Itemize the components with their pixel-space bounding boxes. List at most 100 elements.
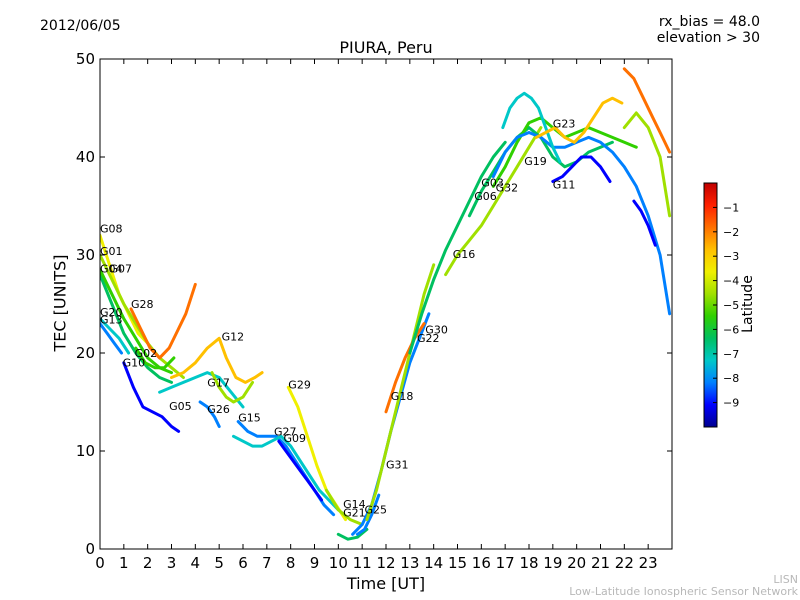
x-tick-label: 3 [167,554,177,572]
series-line-g23 [534,96,624,144]
series-label-g02: G02 [135,347,158,360]
x-tick-label: 2 [143,554,153,572]
series-line-g20 [100,317,131,355]
series-label-g05: G05 [169,400,192,413]
y-tick-label: 50 [76,50,95,68]
colorbar-tick-label: −2 [723,226,739,239]
x-tick-label: 13 [400,554,419,572]
series-label-g22: G22 [417,332,440,345]
series-label-g23: G23 [553,118,576,131]
colorbar-tick-label: −8 [723,372,739,385]
credit: LISN Low-Latitude Ionospheric Sensor Net… [569,574,798,598]
series-label-g14: G14 [343,498,366,511]
series-line-g32 [491,131,672,316]
series-label-g15: G15 [238,412,261,425]
series-label-g10: G10 [123,357,146,370]
series-line-g14 [324,488,364,526]
rx-bias-label: rx_bias = 48.0 [658,14,760,30]
series-label-g30: G30 [425,323,448,336]
colorbar-tick-label: −9 [723,397,739,410]
series-line-g26 [198,400,221,428]
series-line-g10 [122,361,181,433]
series-line-g17 [210,371,254,404]
x-tick-label: 5 [214,554,224,572]
x-tick-label: 9 [310,554,320,572]
x-axis-label: Time [UT] [346,574,426,593]
x-tick-label: 22 [615,554,634,572]
x-tick-label: 7 [262,554,272,572]
series-line-g27 [232,434,340,512]
series-line-g25 [355,493,381,536]
credit-line-1: LISN [773,573,798,586]
series-line-g30 [408,140,507,355]
series-line-g11 [551,155,612,183]
colorbar-tick-label: −1 [723,201,739,214]
series-label-g27: G27 [274,425,297,438]
x-tick-label: 0 [95,554,105,572]
colorbar-tick-label: −7 [723,348,739,361]
series-label-g25: G25 [365,504,388,517]
colorbar-tick-label: −6 [723,323,739,336]
series-label-g08: G08 [100,223,123,236]
x-tick-label: 10 [329,554,348,572]
x-tick-label: 11 [353,554,372,572]
series-label-g06: G06 [474,190,497,203]
series-line-g13 [100,322,123,355]
series-label-g07: G07 [110,263,133,276]
series-label-g11: G11 [553,178,576,191]
series-label-g13: G13 [100,314,123,327]
series-line-g12 [170,336,264,384]
x-tick-label: 1 [119,554,129,572]
colorbar-tick-label: −3 [723,250,739,263]
series-label-g18: G18 [391,390,414,403]
x-tick-label: 4 [191,554,201,572]
y-tick-label: 30 [76,246,95,264]
series-line-g05 [158,371,245,409]
series-label-g21: G21 [343,507,366,520]
series-line-g09 [277,439,324,502]
series-label-g31: G31 [386,459,409,472]
x-tick-label: 16 [472,554,491,572]
x-tick-label: 23 [639,554,658,572]
x-tick-label: 20 [567,554,586,572]
x-tick-label: 12 [376,554,395,572]
series-line-g24 [622,67,672,154]
x-tick-label: 17 [496,554,515,572]
series-label-g03: G03 [481,176,504,189]
date-label: 2012/06/05 [40,18,121,34]
series-line-g18 [365,263,436,522]
bias-info: rx_bias = 48.0 elevation > 30 [657,14,760,46]
series-line-g02 [134,346,176,370]
series-label-g09: G09 [284,432,307,445]
series-label-g04: G04 [100,263,123,276]
colorbar-tick-label: −5 [723,299,739,312]
y-tick-label: 0 [85,540,95,558]
series-line-g16 [444,126,543,277]
series-label-g01: G01 [100,245,123,258]
series-label-g17: G17 [207,376,230,389]
y-tick-label: 20 [76,344,95,362]
y-tick-label: 40 [76,148,95,166]
series-line-g19 [501,91,562,164]
series-label-g20: G20 [100,306,123,319]
x-tick-label: 15 [448,554,467,572]
x-tick-label: 21 [591,554,610,572]
series-label-g16: G16 [453,248,476,261]
series-line-g26b [622,111,672,218]
series-label-g32: G32 [496,181,519,194]
plot-frame [99,58,673,550]
series-label-g12: G12 [222,330,245,343]
series-label-g26: G26 [207,403,230,416]
series-line-g04 [100,273,173,384]
y-tick-label: 10 [76,442,95,460]
chart-title: PIURA, Peru [339,38,433,57]
credit-line-2: Low-Latitude Ionospheric Sensor Network [569,585,798,598]
colorbar-tick-label: −4 [723,275,739,288]
series-line-g05b [632,199,657,247]
series-label-g29: G29 [288,378,311,391]
elevation-label: elevation > 30 [656,30,760,46]
x-tick-label: 19 [543,554,562,572]
series-line-g21 [336,527,369,541]
series-line-g22 [384,322,426,414]
